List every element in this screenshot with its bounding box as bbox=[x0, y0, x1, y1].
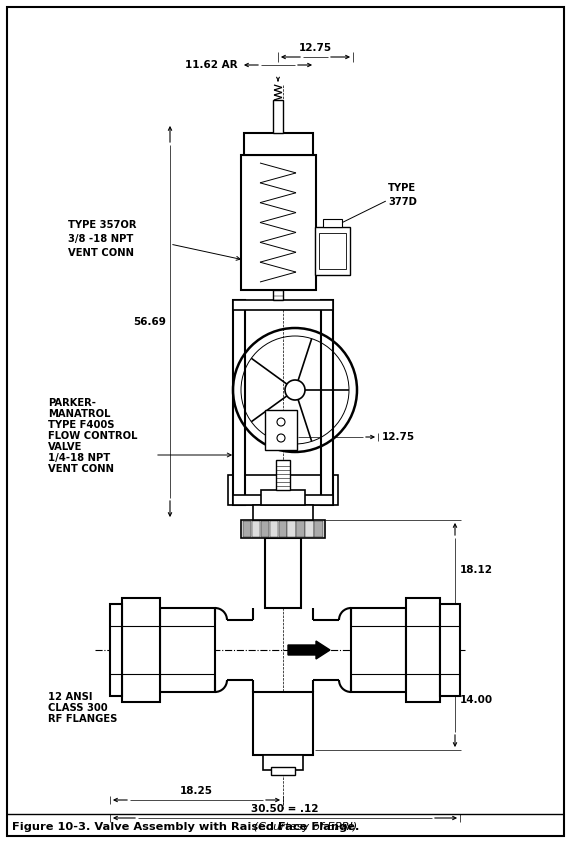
Bar bbox=[287, 521, 296, 537]
Bar bbox=[440, 604, 460, 696]
Bar bbox=[315, 227, 350, 275]
Text: CLASS 300: CLASS 300 bbox=[48, 703, 107, 713]
Bar bbox=[273, 290, 283, 300]
Bar bbox=[279, 521, 287, 537]
Bar bbox=[261, 521, 269, 537]
Bar bbox=[321, 300, 333, 505]
Bar bbox=[270, 521, 278, 537]
Text: 3/8 -18 NPT: 3/8 -18 NPT bbox=[68, 234, 134, 244]
Text: 12.75: 12.75 bbox=[299, 43, 332, 53]
Text: 30.50 = .12: 30.50 = .12 bbox=[251, 804, 319, 814]
Text: VALVE: VALVE bbox=[48, 442, 82, 452]
Bar bbox=[305, 521, 313, 537]
Bar bbox=[273, 100, 283, 133]
Bar bbox=[241, 520, 325, 538]
Bar bbox=[243, 521, 251, 537]
Bar bbox=[252, 521, 260, 537]
Text: (Courtesy of EPRI): (Courtesy of EPRI) bbox=[250, 822, 357, 832]
FancyArrow shape bbox=[288, 641, 330, 659]
Text: 12 ANSI: 12 ANSI bbox=[48, 692, 93, 702]
Text: 18.12: 18.12 bbox=[460, 565, 493, 575]
Bar bbox=[160, 608, 215, 692]
Text: 12.75: 12.75 bbox=[382, 432, 415, 442]
Bar bbox=[122, 598, 160, 702]
Text: TYPE 357OR: TYPE 357OR bbox=[68, 220, 136, 230]
Bar bbox=[406, 598, 440, 702]
Text: TYPE F400S: TYPE F400S bbox=[48, 420, 115, 430]
Text: 1/4-18 NPT: 1/4-18 NPT bbox=[48, 453, 110, 463]
Bar bbox=[263, 755, 303, 770]
Bar bbox=[265, 538, 301, 608]
Bar bbox=[276, 460, 290, 490]
Bar bbox=[228, 475, 338, 505]
Bar bbox=[314, 521, 323, 537]
Text: RF FLANGES: RF FLANGES bbox=[48, 714, 118, 724]
Bar bbox=[323, 219, 342, 227]
Text: 14.00: 14.00 bbox=[460, 695, 493, 705]
Bar bbox=[261, 490, 305, 505]
Bar bbox=[244, 133, 313, 155]
Bar bbox=[233, 300, 333, 310]
Text: PARKER-: PARKER- bbox=[48, 398, 96, 408]
Text: 18.25: 18.25 bbox=[179, 786, 212, 796]
Bar bbox=[351, 608, 406, 692]
Bar bbox=[233, 300, 245, 505]
Text: VENT CONN: VENT CONN bbox=[68, 248, 134, 258]
Bar bbox=[265, 410, 297, 450]
Text: MANATROL: MANATROL bbox=[48, 409, 111, 419]
Bar bbox=[271, 767, 295, 775]
Circle shape bbox=[285, 380, 305, 400]
Bar bbox=[233, 495, 333, 505]
Bar bbox=[253, 505, 313, 520]
Text: FLOW CONTROL: FLOW CONTROL bbox=[48, 431, 138, 441]
Text: 11.62 AR: 11.62 AR bbox=[186, 60, 238, 70]
Bar bbox=[319, 233, 346, 269]
Text: 377D: 377D bbox=[388, 197, 417, 207]
Bar bbox=[241, 155, 316, 290]
Bar bbox=[296, 521, 305, 537]
Text: 56.69: 56.69 bbox=[133, 317, 166, 327]
Text: VENT CONN: VENT CONN bbox=[48, 464, 114, 474]
Bar bbox=[110, 604, 122, 696]
Text: TYPE: TYPE bbox=[388, 183, 416, 193]
Text: Figure 10-3. Valve Assembly with Raised Face Flange.: Figure 10-3. Valve Assembly with Raised … bbox=[12, 822, 359, 832]
Bar bbox=[253, 692, 313, 755]
